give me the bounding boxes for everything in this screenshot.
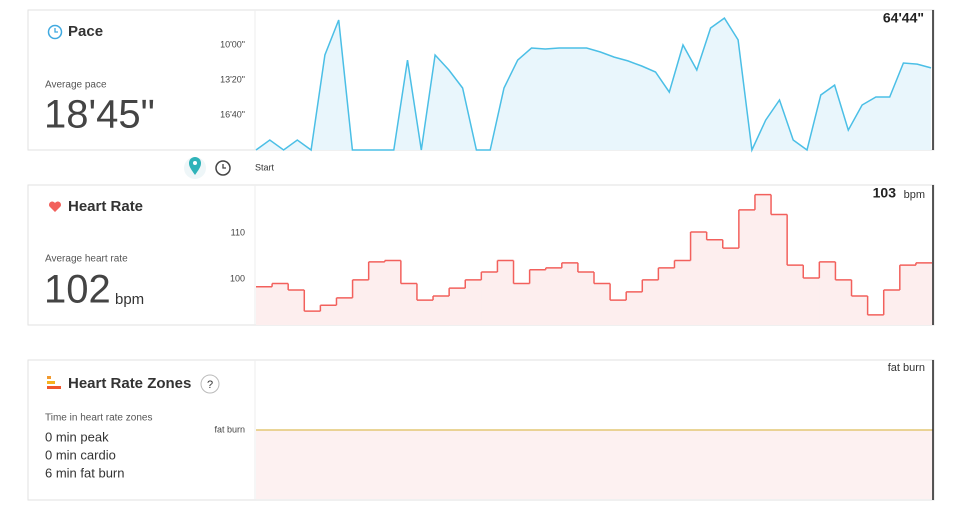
average-unit: bpm — [115, 291, 144, 308]
hr-area — [352, 279, 370, 325]
hr-area — [594, 283, 611, 325]
pace-icon-hands — [54, 28, 58, 33]
hr-area — [288, 290, 305, 325]
hr-area — [577, 272, 595, 325]
hr-area — [433, 295, 450, 325]
help-button[interactable] — [200, 374, 220, 394]
hr-area — [497, 260, 515, 325]
hr-area — [867, 314, 885, 325]
zones-icon — [47, 386, 61, 389]
hr-area — [899, 265, 917, 325]
pace-area — [256, 18, 931, 150]
y-tick-label: 13'20" — [220, 74, 245, 84]
zone-entry: 0 min peak — [45, 429, 109, 444]
average-label: Average heart rate — [45, 254, 128, 265]
hr-area — [513, 283, 531, 325]
hr-area — [722, 248, 740, 325]
pace-card — [27, 9, 935, 151]
pace-line — [255, 17, 932, 153]
zone-entry: 6 min fat burn — [45, 465, 125, 480]
hr-area — [449, 288, 466, 325]
hr-area — [336, 297, 354, 325]
heart-rate-title: Heart Rate — [68, 198, 143, 215]
average-value: 18'45" — [44, 93, 155, 137]
hr-area — [706, 239, 724, 325]
y-tick-label: 100 — [230, 273, 245, 283]
hr-area — [835, 279, 853, 325]
hr-area — [610, 300, 627, 325]
hr-area — [690, 231, 708, 325]
zone-band — [256, 430, 933, 499]
pace-icon — [47, 24, 63, 40]
y-tick-label: 10'00" — [220, 39, 245, 49]
hr-area — [738, 209, 756, 325]
heart-icon — [48, 201, 62, 212]
hr-area — [771, 214, 788, 325]
hr-area — [368, 261, 386, 325]
cursor-value: fat burn — [888, 362, 925, 374]
hr-area — [642, 279, 659, 325]
hr-area — [272, 283, 289, 325]
clock-hands — [222, 164, 226, 169]
start-label: Start — [255, 162, 275, 172]
pin-dot — [193, 161, 197, 165]
hr-area — [384, 260, 402, 325]
hr-area — [851, 295, 869, 325]
hr-area — [416, 300, 434, 325]
hr-area — [400, 283, 418, 325]
zone-axis-label: fat burn — [214, 424, 245, 434]
average-label: Average pace — [45, 80, 107, 91]
hr-area — [626, 291, 643, 325]
hr-area — [883, 290, 901, 325]
hr-area — [304, 311, 321, 325]
hr-area — [465, 279, 482, 325]
zones-icon — [47, 376, 51, 379]
y-tick-label: 110 — [231, 227, 245, 237]
hr-area — [529, 269, 547, 325]
zone-entry: 0 min cardio — [45, 447, 116, 462]
hr-area — [320, 305, 337, 325]
hr-area — [674, 260, 692, 325]
hr-area — [256, 286, 273, 325]
pace-chart — [255, 17, 932, 153]
average-value: 102 — [44, 268, 111, 312]
zones-icon — [47, 381, 55, 384]
hr-area — [787, 265, 804, 325]
time-toggle[interactable] — [215, 160, 231, 176]
hr-area — [561, 262, 579, 325]
cursor-value: 64'44" — [883, 10, 924, 26]
heart-rate-chart — [256, 193, 933, 325]
zones-title: Heart Rate Zones — [68, 375, 191, 392]
zones-label: Time in heart rate zones — [45, 413, 152, 424]
pace-title: Pace — [68, 23, 103, 40]
hr-area — [803, 278, 820, 325]
hr-area — [658, 267, 675, 325]
hr-area — [819, 261, 836, 325]
hr-area — [545, 267, 563, 325]
pin-icon — [189, 157, 201, 175]
cursor-value: 103 — [873, 185, 897, 201]
help-icon[interactable]: ? — [207, 379, 213, 391]
y-tick-label: 16'40" — [220, 109, 245, 119]
hr-area — [915, 262, 933, 325]
cursor-unit: bpm — [904, 189, 925, 201]
hr-area — [754, 194, 772, 325]
hr-area — [481, 272, 498, 325]
